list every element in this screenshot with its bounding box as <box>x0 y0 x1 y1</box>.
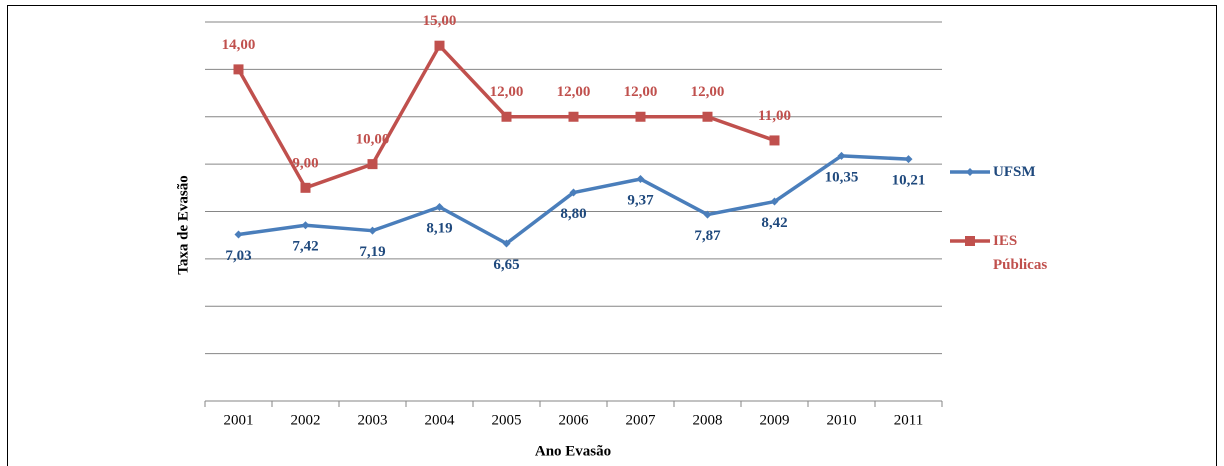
marker <box>770 197 779 206</box>
marker <box>300 182 311 193</box>
data-label: 7,19 <box>359 244 385 260</box>
data-label: 7,87 <box>694 228 721 244</box>
x-tick-label: 2005 <box>492 412 522 428</box>
data-label: 11,00 <box>758 108 791 124</box>
legend-label: IES Públicas <box>993 233 1048 273</box>
data-label: 12,00 <box>490 84 524 100</box>
data-label: 7,42 <box>292 239 318 255</box>
marker <box>501 111 512 122</box>
data-label: 8,80 <box>560 206 586 222</box>
data-label: 12,00 <box>557 84 591 100</box>
legend-label: UFSM <box>993 164 1036 180</box>
x-tick-label: 2003 <box>358 412 388 428</box>
marker <box>769 135 780 146</box>
x-tick-label: 2009 <box>760 412 790 428</box>
marker <box>368 226 377 235</box>
data-label: 7,03 <box>225 248 251 264</box>
data-label: 6,65 <box>493 257 519 273</box>
marker <box>434 40 445 51</box>
marker <box>904 155 913 164</box>
data-label: 14,00 <box>222 37 256 53</box>
x-tick-label: 2002 <box>291 412 321 428</box>
data-label: 10,35 <box>825 169 859 185</box>
marker <box>966 168 974 176</box>
data-label: 8,42 <box>761 215 787 231</box>
data-label: 10,00 <box>356 132 390 148</box>
marker <box>636 175 645 184</box>
marker <box>703 210 712 219</box>
x-tick-label: 2007 <box>626 412 657 428</box>
marker <box>435 202 444 211</box>
data-label: 12,00 <box>624 84 658 100</box>
frame <box>7 5 1217 466</box>
data-label: 9,37 <box>627 192 654 208</box>
data-label: 12,00 <box>691 84 725 100</box>
data-label: 15,00 <box>423 13 457 29</box>
marker <box>502 239 511 248</box>
marker <box>635 111 646 122</box>
marker <box>568 111 579 122</box>
marker <box>702 111 713 122</box>
x-tick-label: 2011 <box>894 412 923 428</box>
y-axis-label: Taxa de Evasão <box>175 175 191 274</box>
x-tick-label: 2008 <box>693 412 723 428</box>
marker <box>569 188 578 197</box>
marker <box>233 64 244 75</box>
x-tick-label: 2010 <box>827 412 857 428</box>
data-label: 8,19 <box>426 220 452 236</box>
marker <box>301 221 310 230</box>
marker <box>837 151 846 160</box>
marker <box>234 230 243 239</box>
x-tick-label: 2001 <box>224 412 254 428</box>
data-label: 10,21 <box>892 173 926 189</box>
series-line <box>238 154 909 246</box>
x-tick-label: 2004 <box>425 412 456 428</box>
marker <box>367 159 378 170</box>
data-label: 9,00 <box>292 155 318 171</box>
x-tick-label: 2006 <box>559 412 590 428</box>
x-axis-label: Ano Evasão <box>535 443 611 459</box>
marker <box>965 236 975 246</box>
